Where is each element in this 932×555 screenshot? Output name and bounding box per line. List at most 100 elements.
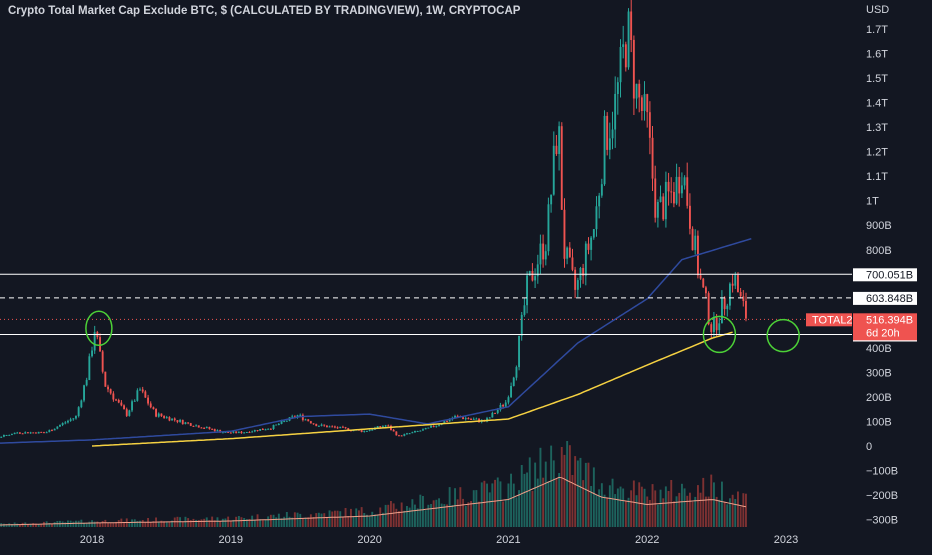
candle-body — [13, 432, 16, 435]
volume-bar — [731, 494, 734, 527]
volume-bar — [11, 524, 13, 527]
candle-body — [691, 228, 694, 251]
y-tick-label: 100B — [866, 417, 892, 429]
volume-bar — [438, 498, 440, 527]
volume-bar — [29, 524, 32, 527]
horizontal-levels[interactable] — [0, 273, 852, 336]
volume-bar — [510, 473, 512, 527]
volume-bar — [128, 522, 131, 527]
candle-body — [117, 400, 120, 403]
candle-body — [235, 431, 238, 433]
candle-body — [616, 82, 619, 94]
volume-bar — [670, 480, 673, 527]
volume-bar — [734, 499, 737, 527]
volume-bar — [160, 520, 163, 527]
candle-body — [45, 432, 48, 434]
volume-bar — [211, 516, 214, 527]
candle-body — [107, 386, 109, 390]
candle-body — [366, 430, 368, 432]
y-axis[interactable]: USD 1.7T 1.6T 1.5T 1.4T 1.3T 1.2T 1.1T 1T 900B 800… — [866, 4, 898, 527]
volume-bar — [622, 488, 625, 527]
candle-body — [29, 432, 32, 434]
candle-body — [347, 428, 350, 431]
candle-body — [245, 432, 248, 433]
volume-bar — [518, 490, 520, 527]
volume-bar — [192, 518, 195, 527]
volume-bars — [0, 441, 747, 527]
resistance-mid-label-box — [853, 291, 917, 305]
current-price-label: 516.394B — [866, 314, 913, 326]
volume-bar — [459, 487, 462, 527]
candle-body — [120, 402, 123, 406]
candle-body — [48, 430, 51, 433]
volume-bar — [406, 506, 408, 527]
candle-body — [264, 429, 267, 431]
candle-body — [216, 430, 219, 432]
volume-bar — [216, 517, 219, 527]
candle-body — [253, 430, 256, 432]
candle-body — [398, 435, 400, 437]
volume-bar — [598, 489, 601, 527]
candle-body — [133, 400, 136, 402]
volume-bar — [528, 457, 531, 527]
candle-body — [526, 275, 528, 306]
volume-bar — [75, 520, 77, 527]
volume-bar — [430, 504, 432, 527]
candle-body — [478, 418, 480, 422]
volume-bar — [664, 486, 667, 527]
candle-body — [699, 275, 702, 279]
candle-body — [715, 317, 718, 331]
volume-bar — [504, 499, 507, 527]
volume-bar — [358, 510, 360, 527]
volume-bar — [662, 498, 665, 527]
volume-bar — [88, 521, 91, 527]
volume-bar — [368, 516, 371, 527]
candle-body — [542, 243, 545, 260]
candle-body — [160, 413, 163, 417]
volume-bar — [611, 478, 614, 527]
candle-body — [205, 427, 208, 428]
candle-body — [104, 371, 107, 387]
candle-body — [200, 427, 203, 429]
candle-body — [424, 428, 427, 430]
candle-body — [571, 257, 574, 270]
volume-bar — [603, 494, 606, 527]
candle-body — [627, 11, 630, 68]
candle-body — [16, 432, 19, 434]
candle-body — [0, 436, 3, 438]
candle-body — [683, 177, 686, 186]
candle-body — [280, 421, 283, 424]
volume-bar — [48, 523, 51, 527]
candle-body — [464, 418, 467, 420]
candle-body — [379, 426, 382, 428]
candle-body — [638, 83, 641, 98]
volume-bar — [582, 480, 585, 527]
candle-body — [446, 421, 448, 423]
candle-body — [656, 202, 659, 218]
x-axis[interactable]: 2018 2019 2020 2021 2022 2023 — [80, 534, 798, 546]
volume-bar — [203, 518, 206, 527]
candle-body — [267, 428, 270, 430]
candle-body — [422, 429, 424, 431]
y-tick-label: 300B — [866, 367, 892, 379]
candle-body — [261, 429, 264, 430]
candle-body — [552, 145, 555, 195]
volume-bar — [267, 516, 270, 527]
candle-body — [53, 428, 56, 431]
volume-bar — [632, 480, 635, 527]
x-tick-label: 2019 — [219, 534, 243, 546]
volume-bar — [355, 508, 358, 527]
candle-body — [376, 426, 379, 428]
volume-bar — [384, 504, 387, 527]
volume-bar — [312, 517, 315, 527]
candle-body — [448, 419, 451, 422]
volume-bar — [576, 460, 579, 527]
candle-body — [221, 432, 224, 434]
candle-body — [72, 418, 75, 420]
volume-bar — [424, 510, 427, 527]
volume-bar — [96, 521, 99, 527]
candle-body — [144, 391, 147, 398]
x-tick-label: 2018 — [80, 534, 104, 546]
